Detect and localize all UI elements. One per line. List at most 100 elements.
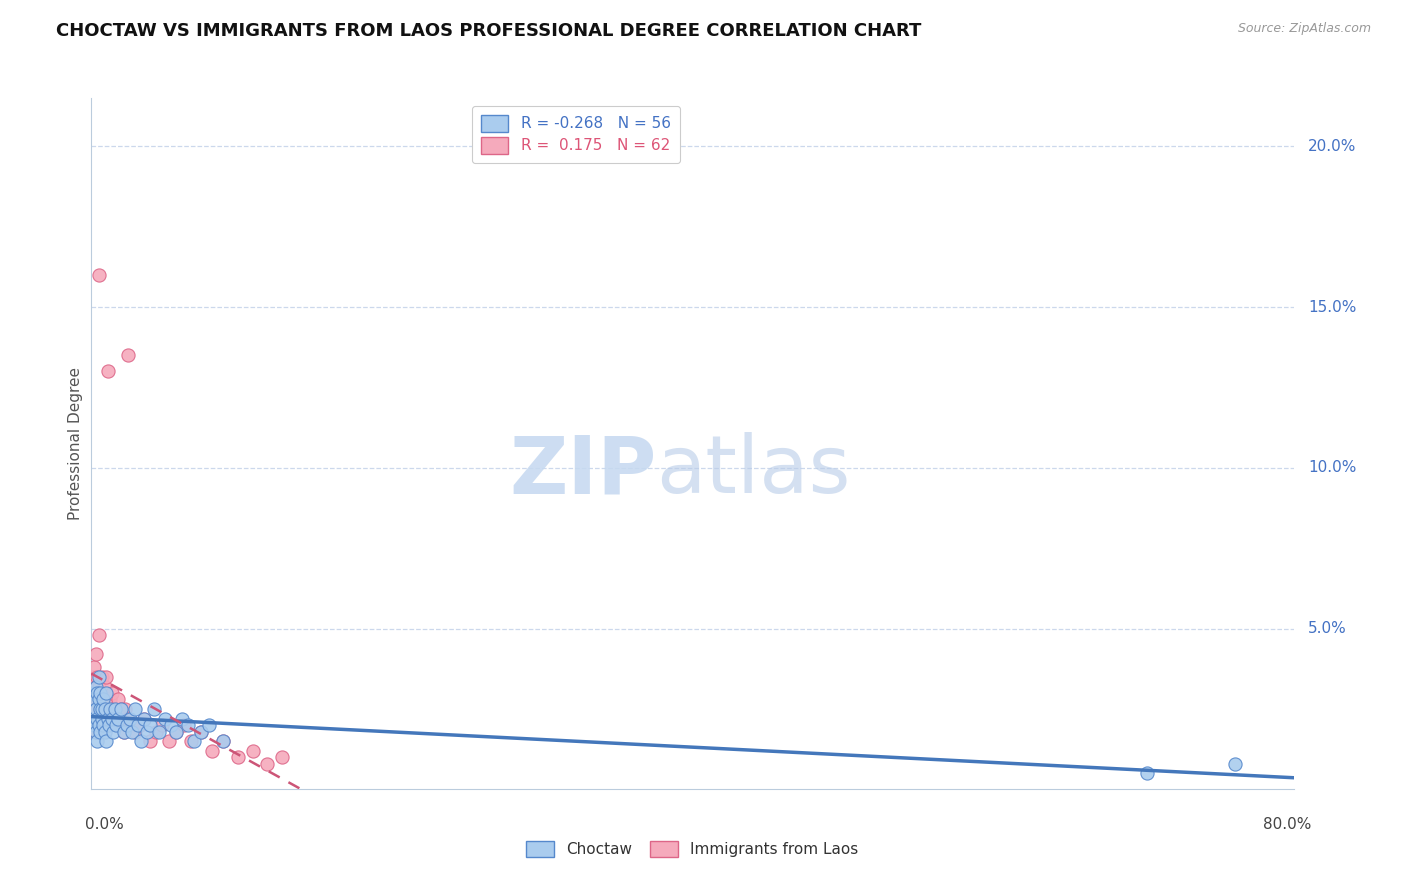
Point bbox=[159, 718, 181, 732]
Point bbox=[107, 692, 129, 706]
Point bbox=[212, 734, 235, 748]
Point bbox=[121, 724, 143, 739]
Point bbox=[86, 670, 108, 684]
Point bbox=[82, 686, 104, 700]
Point bbox=[103, 702, 125, 716]
Point bbox=[139, 718, 162, 732]
Point bbox=[91, 686, 114, 700]
Point bbox=[91, 692, 114, 706]
Text: 80.0%: 80.0% bbox=[1264, 817, 1312, 832]
Point bbox=[87, 692, 110, 706]
Point bbox=[83, 692, 105, 706]
Point bbox=[103, 724, 125, 739]
Point bbox=[82, 670, 104, 684]
Point bbox=[153, 712, 176, 726]
Point bbox=[117, 348, 139, 362]
Point bbox=[190, 724, 212, 739]
Point bbox=[177, 718, 200, 732]
Point bbox=[87, 712, 110, 726]
Point bbox=[127, 718, 149, 732]
Point bbox=[112, 724, 135, 739]
Point bbox=[86, 734, 108, 748]
Point bbox=[84, 724, 107, 739]
Point bbox=[83, 718, 105, 732]
Point bbox=[110, 702, 132, 716]
Point bbox=[98, 712, 121, 726]
Point bbox=[1223, 756, 1246, 771]
Point bbox=[1136, 766, 1159, 780]
Point bbox=[101, 712, 124, 726]
Point bbox=[200, 744, 222, 758]
Text: 20.0%: 20.0% bbox=[1308, 139, 1357, 153]
Point bbox=[226, 750, 249, 764]
Point bbox=[89, 686, 111, 700]
Text: 10.0%: 10.0% bbox=[1308, 460, 1357, 475]
Legend: Choctaw, Immigrants from Laos: Choctaw, Immigrants from Laos bbox=[520, 835, 865, 863]
Point bbox=[96, 364, 118, 378]
Point bbox=[93, 724, 115, 739]
Point bbox=[136, 724, 159, 739]
Point bbox=[190, 724, 212, 739]
Point bbox=[115, 718, 138, 732]
Point bbox=[94, 686, 117, 700]
Point bbox=[89, 702, 111, 716]
Y-axis label: Professional Degree: Professional Degree bbox=[67, 368, 83, 520]
Point bbox=[94, 670, 117, 684]
Point bbox=[93, 692, 115, 706]
Point bbox=[91, 718, 114, 732]
Point bbox=[242, 744, 264, 758]
Point bbox=[129, 734, 152, 748]
Point bbox=[90, 712, 112, 726]
Point bbox=[157, 734, 180, 748]
Text: 15.0%: 15.0% bbox=[1308, 300, 1357, 315]
Point bbox=[112, 724, 135, 739]
Point bbox=[100, 712, 122, 726]
Point bbox=[183, 734, 205, 748]
Point bbox=[110, 702, 132, 716]
Point bbox=[84, 702, 107, 716]
Point bbox=[82, 686, 104, 700]
Point bbox=[86, 686, 108, 700]
Point bbox=[114, 702, 136, 716]
Point bbox=[134, 712, 156, 726]
Text: ZIP: ZIP bbox=[509, 433, 657, 510]
Point bbox=[87, 268, 110, 282]
Point bbox=[83, 692, 105, 706]
Point bbox=[96, 718, 118, 732]
Text: atlas: atlas bbox=[657, 433, 851, 510]
Point bbox=[173, 718, 195, 732]
Point bbox=[87, 628, 110, 642]
Point bbox=[82, 712, 104, 726]
Point bbox=[271, 750, 294, 764]
Point bbox=[90, 670, 112, 684]
Point bbox=[87, 680, 110, 694]
Point bbox=[84, 680, 107, 694]
Point bbox=[86, 712, 108, 726]
Text: 5.0%: 5.0% bbox=[1308, 621, 1347, 636]
Point bbox=[89, 724, 111, 739]
Text: 0.0%: 0.0% bbox=[86, 817, 124, 832]
Point bbox=[150, 718, 173, 732]
Point bbox=[180, 734, 202, 748]
Point bbox=[89, 686, 111, 700]
Point bbox=[93, 680, 115, 694]
Point bbox=[128, 718, 150, 732]
Text: Source: ZipAtlas.com: Source: ZipAtlas.com bbox=[1237, 22, 1371, 36]
Point bbox=[90, 692, 112, 706]
Point bbox=[134, 712, 156, 726]
Point bbox=[91, 702, 114, 716]
Point bbox=[90, 712, 112, 726]
Point bbox=[94, 702, 117, 716]
Point bbox=[111, 712, 134, 726]
Point bbox=[107, 712, 129, 726]
Point bbox=[86, 686, 108, 700]
Point bbox=[139, 734, 162, 748]
Point bbox=[212, 734, 235, 748]
Point bbox=[100, 702, 122, 716]
Point bbox=[101, 686, 124, 700]
Point bbox=[82, 702, 104, 716]
Point bbox=[197, 718, 219, 732]
Text: CHOCTAW VS IMMIGRANTS FROM LAOS PROFESSIONAL DEGREE CORRELATION CHART: CHOCTAW VS IMMIGRANTS FROM LAOS PROFESSI… bbox=[56, 22, 921, 40]
Point bbox=[105, 718, 128, 732]
Point bbox=[172, 712, 194, 726]
